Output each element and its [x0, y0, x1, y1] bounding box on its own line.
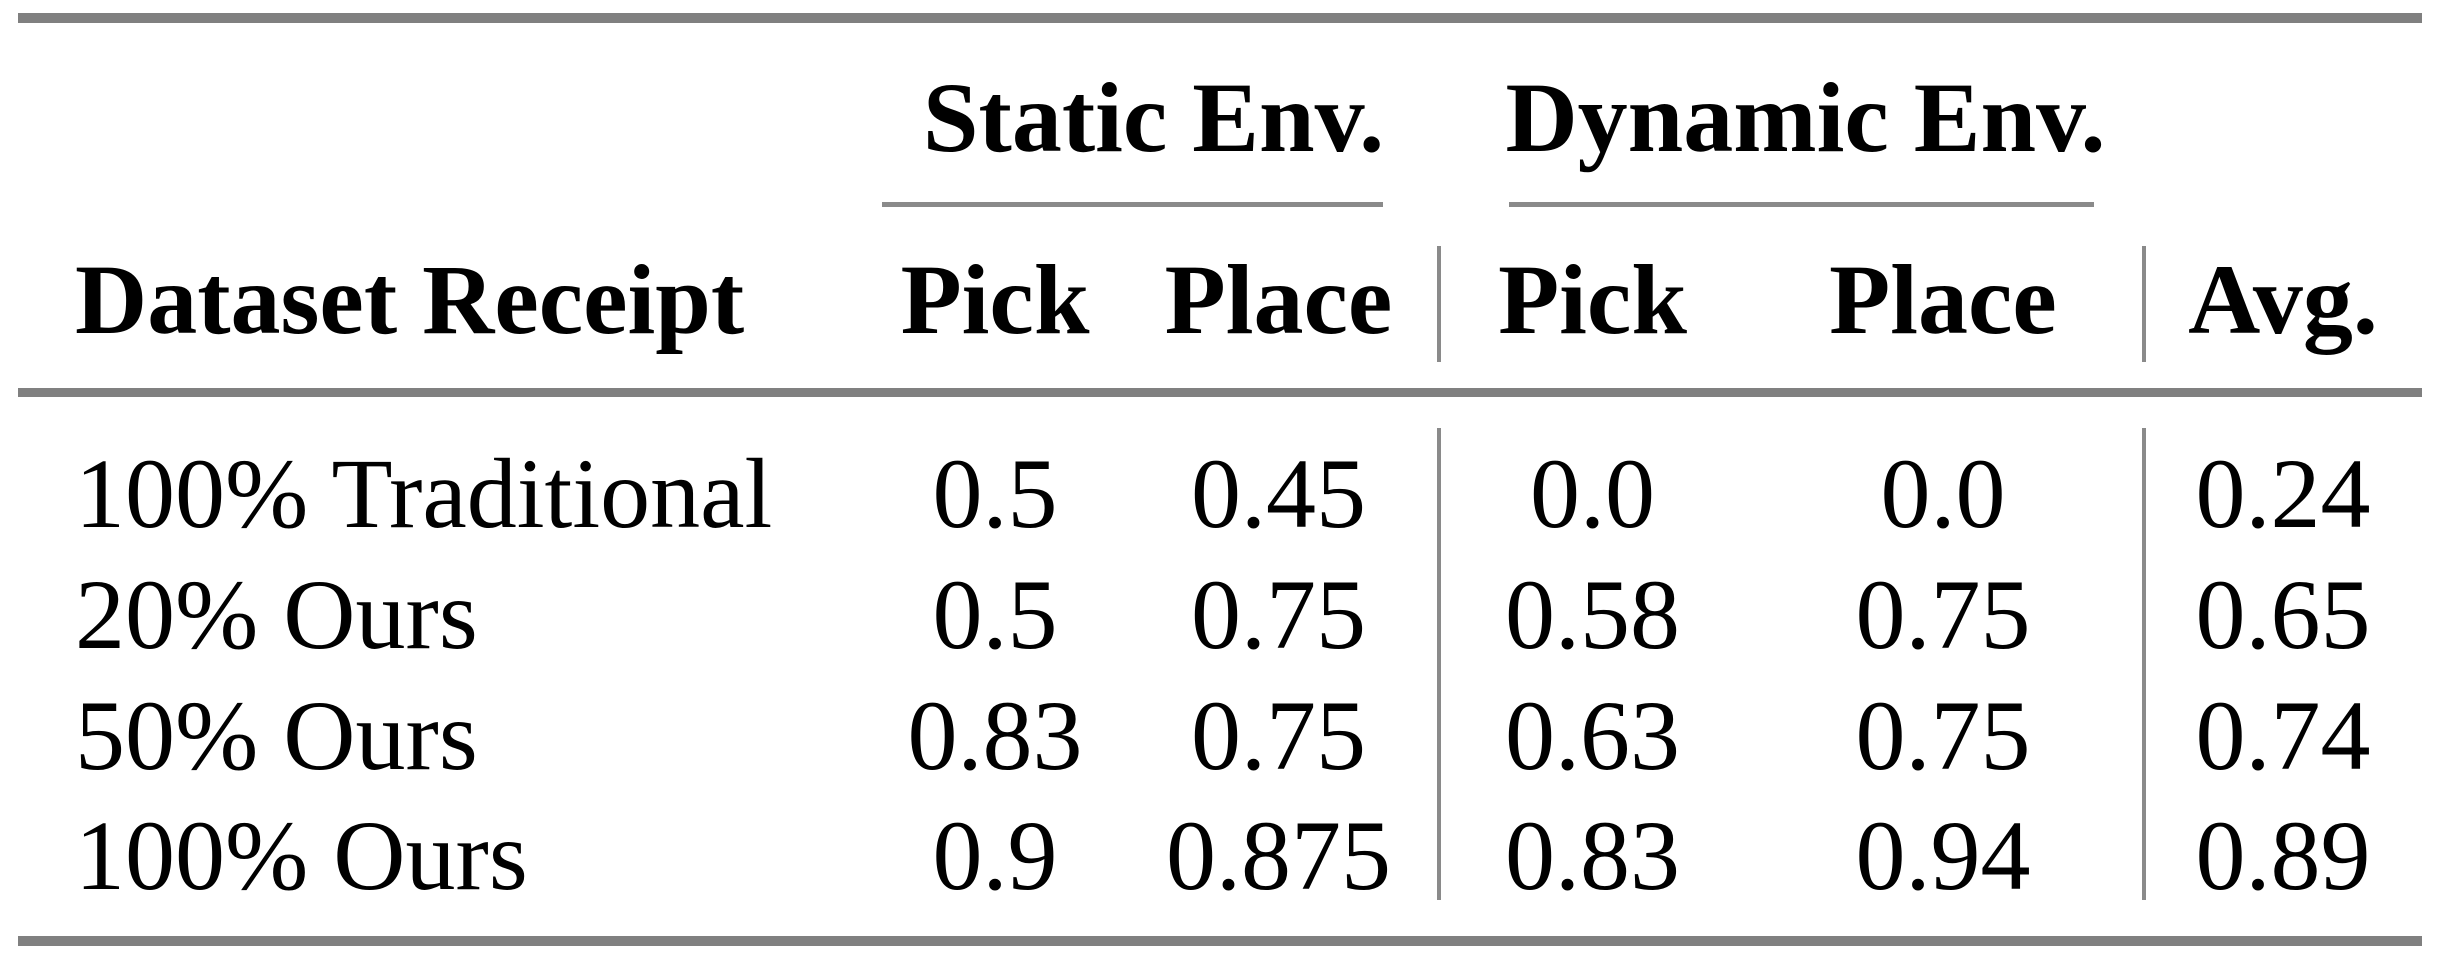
- cell-static-pick: 0.83: [907, 679, 1083, 791]
- table-row: 100% Traditional 0.5 0.45 0.0 0.0 0.24: [20, 433, 2420, 554]
- cell-dynamic-pick: 0.0: [1530, 437, 1655, 549]
- vertical-rule-dynamic-avg-header: [2142, 246, 2146, 362]
- cell-dynamic-place: 0.75: [1855, 679, 2031, 791]
- column-group-row: Static Env. Dynamic Env.: [20, 48, 2420, 188]
- row-label: 20% Ours: [75, 558, 478, 670]
- cell-static-pick: 0.5: [932, 558, 1058, 670]
- cell-static-place: 0.75: [1191, 679, 1366, 791]
- cell-avg: 0.24: [2195, 437, 2371, 549]
- header-dynamic-pick: Pick: [1498, 244, 1687, 355]
- cell-dynamic-place: 0.75: [1855, 558, 2031, 670]
- table-row: 100% Ours 0.9 0.875 0.83 0.94 0.89: [20, 795, 2420, 916]
- mid-rule: [18, 388, 2422, 397]
- cell-static-pick: 0.9: [932, 799, 1058, 911]
- table-row: 50% Ours 0.83 0.75 0.63 0.75 0.74: [20, 675, 2420, 796]
- cell-dynamic-place: 0.0: [1880, 437, 2006, 549]
- cell-avg: 0.89: [2195, 799, 2371, 911]
- header-dataset-receipt: Dataset Receipt: [75, 244, 745, 355]
- row-label: 100% Ours: [75, 799, 528, 911]
- cell-static-place: 0.875: [1166, 799, 1391, 911]
- cell-dynamic-pick: 0.83: [1505, 799, 1680, 911]
- header-static-place: Place: [1164, 244, 1393, 355]
- row-label: 50% Ours: [75, 679, 478, 791]
- cmidrule-dynamic-env: [1509, 202, 2094, 207]
- cell-static-place: 0.75: [1191, 558, 1366, 670]
- top-rule: [18, 13, 2422, 23]
- col-group-static-env: Static Env.: [922, 62, 1385, 173]
- vertical-rule-static-dynamic-body: [1437, 428, 1441, 900]
- vertical-rule-dynamic-avg-body: [2142, 428, 2146, 900]
- vertical-rule-static-dynamic-header: [1437, 246, 1441, 362]
- cell-avg: 0.65: [2195, 558, 2371, 670]
- cell-avg: 0.74: [2195, 679, 2371, 791]
- cell-dynamic-pick: 0.58: [1505, 558, 1680, 670]
- cmidrule-static-env: [882, 202, 1383, 207]
- header-avg: Avg.: [2188, 244, 2378, 355]
- header-dynamic-place: Place: [1829, 244, 2057, 355]
- cell-dynamic-place: 0.94: [1855, 799, 2031, 911]
- header-static-pick: Pick: [900, 244, 1090, 355]
- col-group-dynamic-env: Dynamic Env.: [1505, 62, 2106, 173]
- row-label: 100% Traditional: [75, 437, 773, 549]
- column-header-row: Dataset Receipt Pick Place Pick Place Av…: [20, 232, 2420, 368]
- cell-static-pick: 0.5: [932, 437, 1058, 549]
- bottom-rule: [18, 936, 2422, 946]
- table-row: 20% Ours 0.5 0.75 0.58 0.75 0.65: [20, 554, 2420, 675]
- cell-dynamic-pick: 0.63: [1505, 679, 1680, 791]
- cell-static-place: 0.45: [1191, 437, 1366, 549]
